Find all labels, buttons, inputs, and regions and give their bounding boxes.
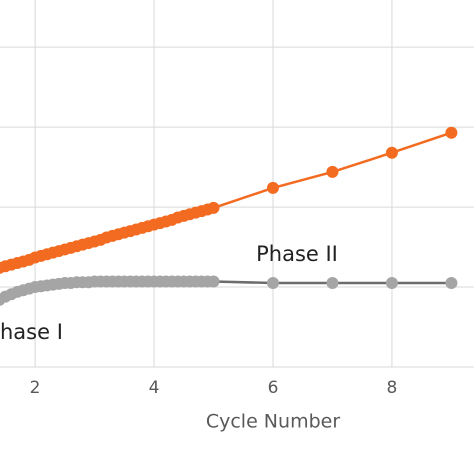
data-point: [445, 126, 458, 139]
data-point: [266, 277, 279, 290]
data-point: [385, 146, 398, 159]
x-tick-label: 2: [30, 378, 41, 398]
annotation: Phase II: [256, 242, 338, 266]
x-tick-label: 6: [268, 378, 279, 398]
x-tick-label: 8: [387, 378, 398, 398]
data-point: [385, 277, 398, 290]
data-point: [207, 201, 220, 214]
data-point: [326, 165, 339, 178]
x-tick-label: 4: [149, 378, 160, 398]
data-point: [266, 181, 279, 194]
annotation: hase I: [0, 320, 63, 344]
data-point: [445, 277, 458, 290]
data-point: [207, 275, 220, 288]
x-axis-label: Cycle Number: [206, 411, 340, 433]
data-point: [326, 277, 339, 290]
